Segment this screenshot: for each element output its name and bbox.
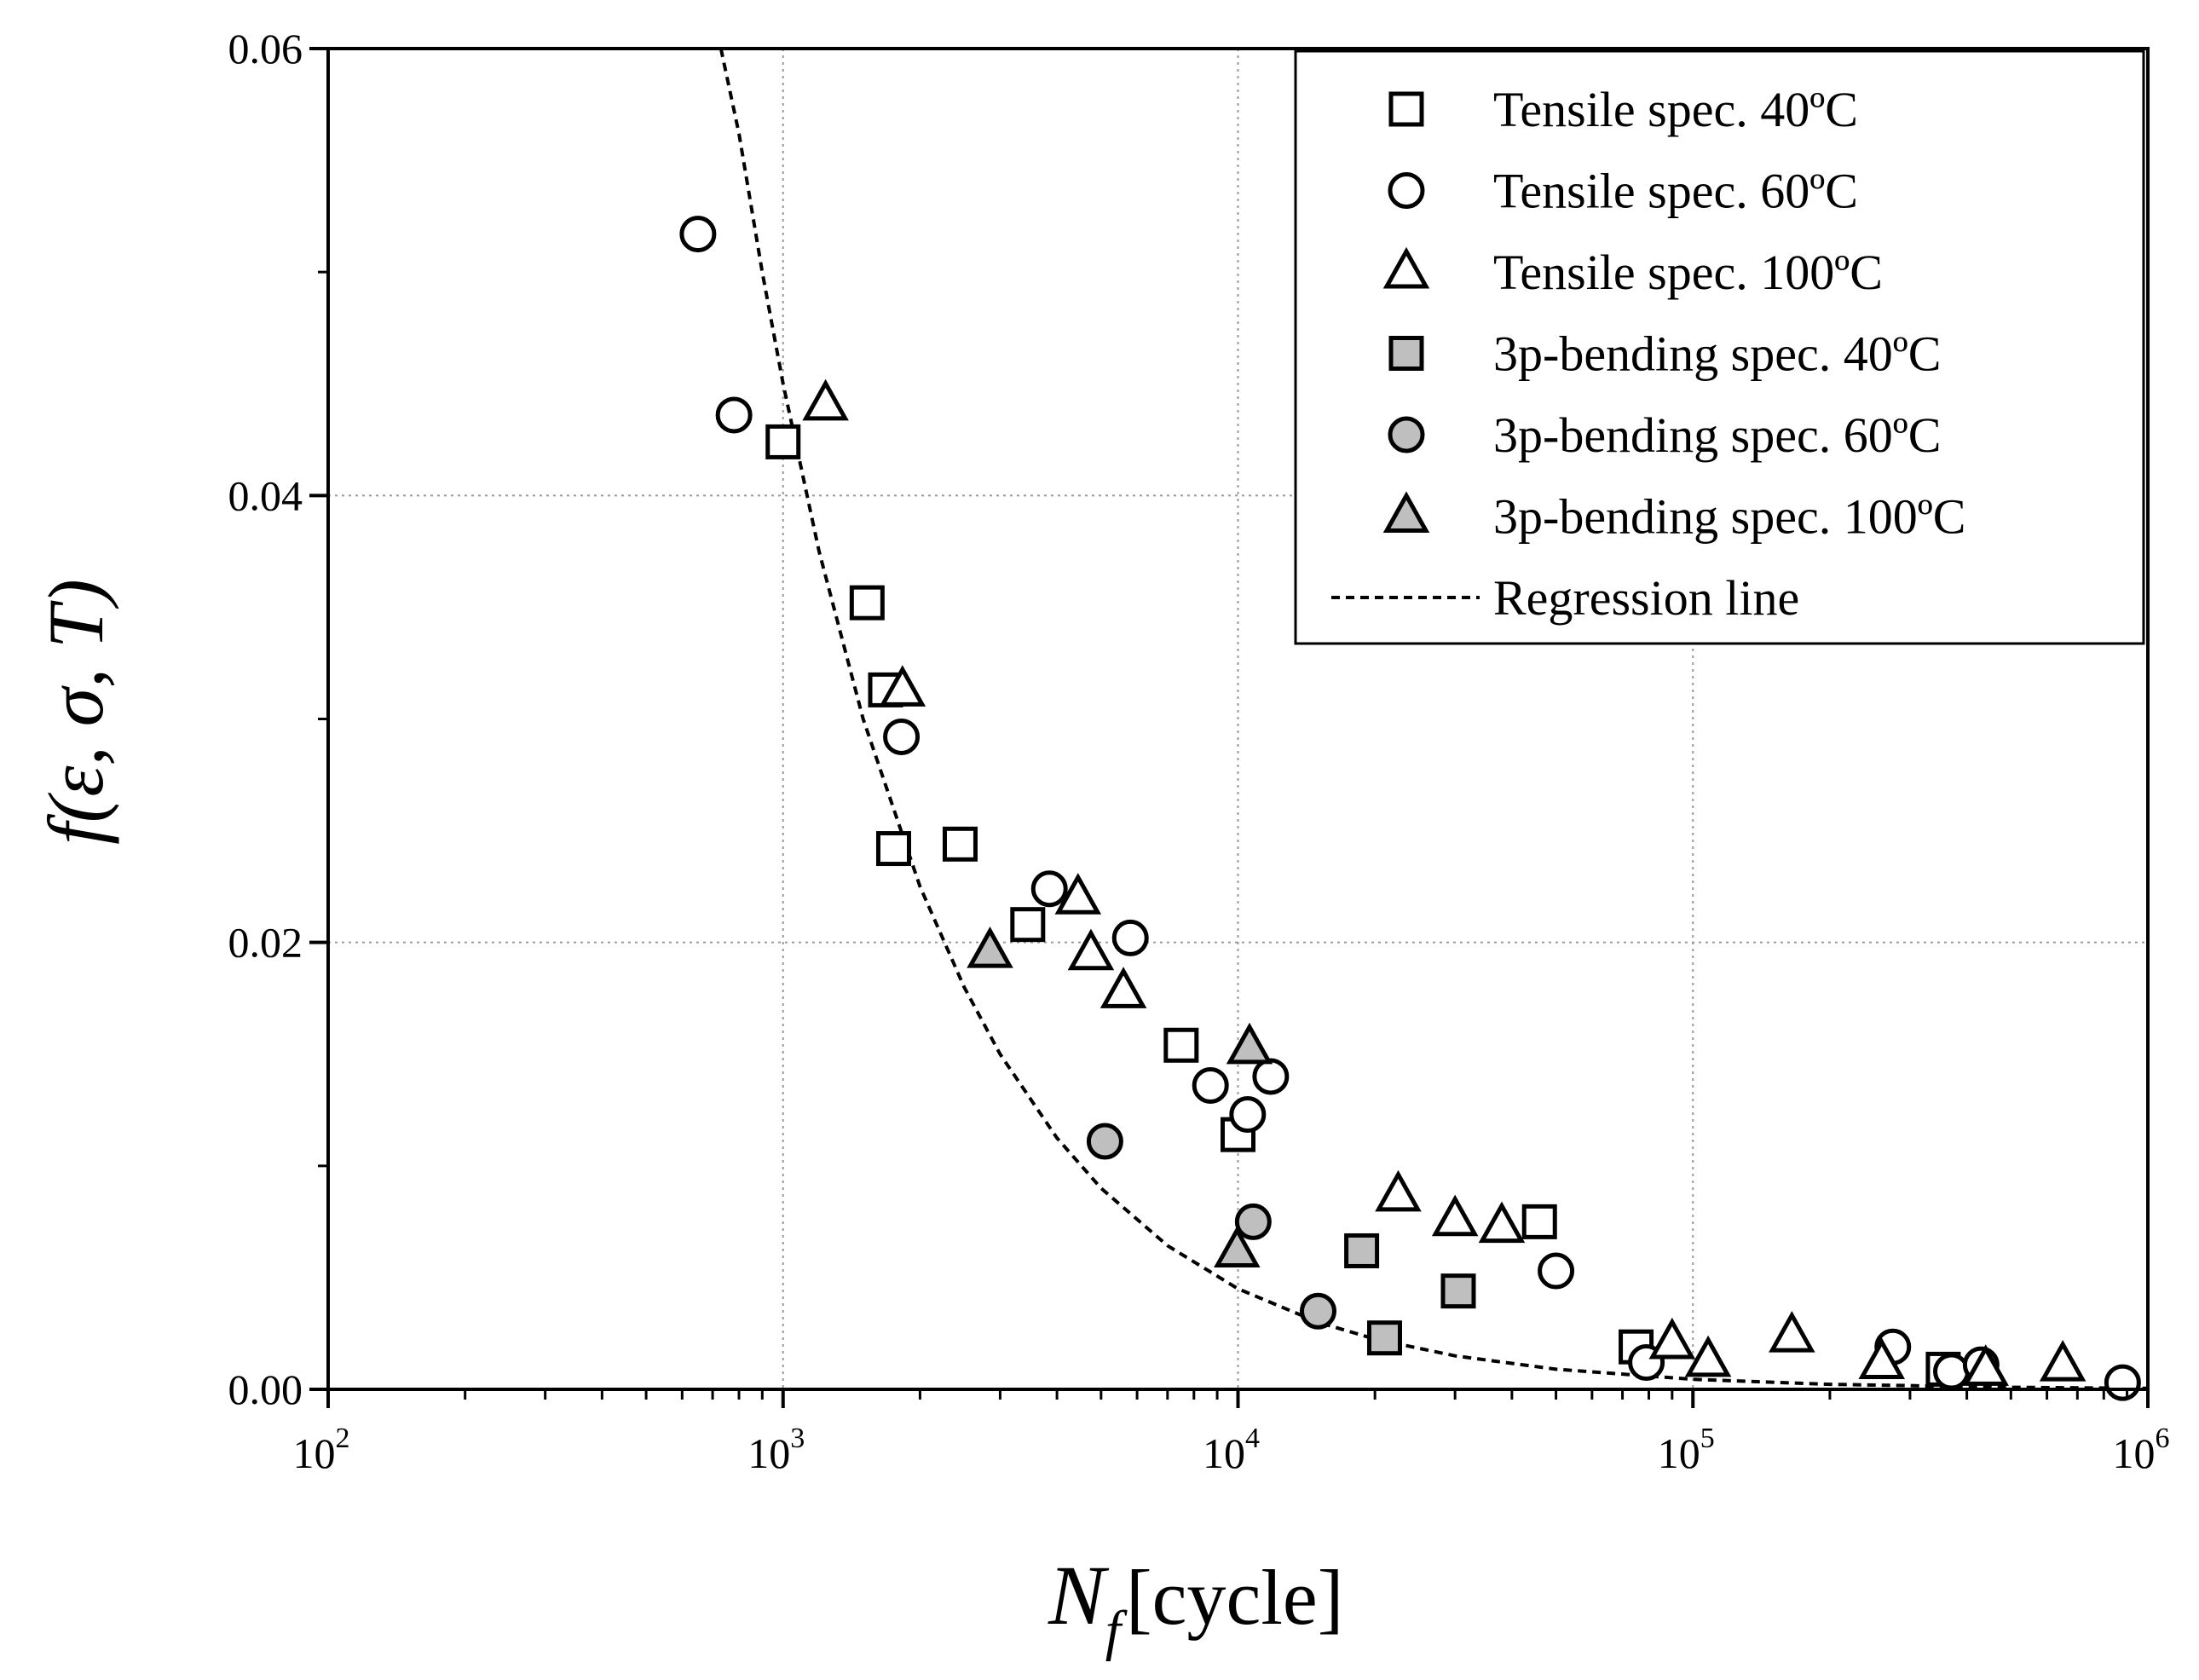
- data-point-triangle: [1431, 1194, 1479, 1237]
- legend-label: Tensile spec. 40ºC: [1493, 82, 1858, 137]
- data-point-triangle: [1226, 1022, 1273, 1065]
- x-tick-base: 10: [1203, 1429, 1245, 1477]
- y-tick-label: 0.02: [228, 919, 303, 967]
- data-point-circle: [1538, 1252, 1575, 1290]
- x-tick-exponent: 2: [336, 1423, 350, 1454]
- legend-label: Regression line: [1493, 570, 1799, 626]
- x-tick-label: 102: [293, 1423, 350, 1477]
- data-point-triangle: [1648, 1317, 1696, 1360]
- axis-ticks: [309, 47, 2150, 1408]
- data-point-square: [1440, 1273, 1476, 1309]
- y-tick-label: 0.06: [228, 25, 303, 72]
- data-point-triangle: [1684, 1335, 1732, 1377]
- x-tick-label: 106: [2113, 1423, 2170, 1477]
- legend-box: [1294, 49, 2145, 645]
- data-point-square: [1010, 907, 1046, 943]
- legend-marker-circle: [1388, 172, 1425, 209]
- data-point-triangle: [1214, 1226, 1261, 1267]
- data-points: [679, 216, 2141, 1401]
- legend-marker-square: [1388, 91, 1424, 127]
- data-point-square: [875, 831, 911, 867]
- x-tick-base: 10: [747, 1429, 790, 1477]
- series-2: [679, 216, 2141, 1401]
- x-tick-base: 10: [2113, 1429, 2156, 1477]
- data-point-square: [942, 826, 978, 862]
- x-tick-base: 10: [293, 1429, 336, 1477]
- data-point-square: [1163, 1027, 1199, 1063]
- data-point-circle: [2104, 1364, 2141, 1401]
- data-point-square: [765, 424, 801, 459]
- legend-label: 3p-bending spec. 60ºC: [1493, 407, 1941, 463]
- x-tick-exponent: 4: [1245, 1423, 1260, 1454]
- legend: Tensile spec. 40ºC Tensile spec. 60ºC Tens…: [1294, 49, 2145, 645]
- series-6: [967, 927, 1273, 1267]
- x-axis-title-main: N: [1048, 1548, 1110, 1642]
- x-tick-exponent: 6: [2156, 1423, 2170, 1454]
- data-point-triangle: [1858, 1337, 1906, 1380]
- data-point-circle: [1192, 1066, 1229, 1104]
- data-point-circle: [1229, 1096, 1267, 1134]
- y-tick-label: 0.04: [228, 471, 303, 519]
- data-point-circle: [1111, 919, 1149, 956]
- data-point-triangle: [802, 378, 849, 421]
- x-tick-label: 104: [1203, 1423, 1260, 1477]
- data-point-square: [1366, 1320, 1402, 1356]
- data-point-circle: [1086, 1123, 1123, 1160]
- y-axis-title: f(ε, σ, T): [32, 579, 119, 845]
- data-point-circle: [1030, 870, 1068, 908]
- grid: [328, 49, 2148, 1389]
- data-point-circle: [1234, 1203, 1272, 1240]
- data-point-triangle: [1769, 1310, 1815, 1353]
- x-tick-exponent: 3: [790, 1423, 805, 1454]
- data-point-circle: [1299, 1292, 1336, 1330]
- data-point-triangle: [2039, 1340, 2086, 1382]
- data-point-triangle: [1100, 967, 1147, 1008]
- legend-marker-triangle: [1382, 246, 1430, 289]
- series-4: [1344, 1233, 1476, 1356]
- data-point-square: [849, 585, 885, 621]
- data-point-triangle: [1067, 928, 1115, 971]
- legend-marker-triangle: [1382, 491, 1430, 533]
- x-tick-label: 103: [747, 1423, 805, 1477]
- x-axis-title-unit: [cycle]: [1126, 1554, 1343, 1641]
- series-3: [802, 378, 2086, 1386]
- data-point-circle: [883, 718, 921, 755]
- data-point-circle: [1933, 1353, 1971, 1390]
- legend-marker-circle: [1388, 416, 1425, 453]
- legend-label: 3p-bending spec. 40ºC: [1493, 326, 1941, 382]
- data-point-triangle: [1054, 873, 1102, 915]
- data-point-triangle: [1375, 1169, 1422, 1212]
- data-point-circle: [1252, 1058, 1290, 1095]
- legend-label: 3p-bending spec. 100ºC: [1493, 489, 1965, 545]
- data-point-triangle: [879, 665, 926, 707]
- legend-label: Tensile spec. 60ºC: [1493, 164, 1858, 219]
- data-point-triangle: [1962, 1344, 2009, 1386]
- x-tick-exponent: 5: [1700, 1423, 1715, 1454]
- legend-marker-square: [1388, 336, 1424, 371]
- x-axis-title: Nf[cycle]: [1048, 1548, 1343, 1662]
- legend-label: Tensile spec. 100ºC: [1493, 245, 1883, 300]
- data-point-triangle: [1478, 1201, 1526, 1244]
- data-point-circle: [679, 216, 717, 253]
- data-point-triangle: [967, 927, 1013, 968]
- data-point-square: [1521, 1204, 1557, 1239]
- series-5: [1086, 1123, 1336, 1330]
- data-point-square: [1344, 1233, 1380, 1268]
- y-tick-label: 0.00: [228, 1365, 303, 1413]
- x-tick-base: 10: [1658, 1429, 1700, 1477]
- data-point-circle: [715, 396, 753, 434]
- x-tick-label: 105: [1658, 1423, 1715, 1477]
